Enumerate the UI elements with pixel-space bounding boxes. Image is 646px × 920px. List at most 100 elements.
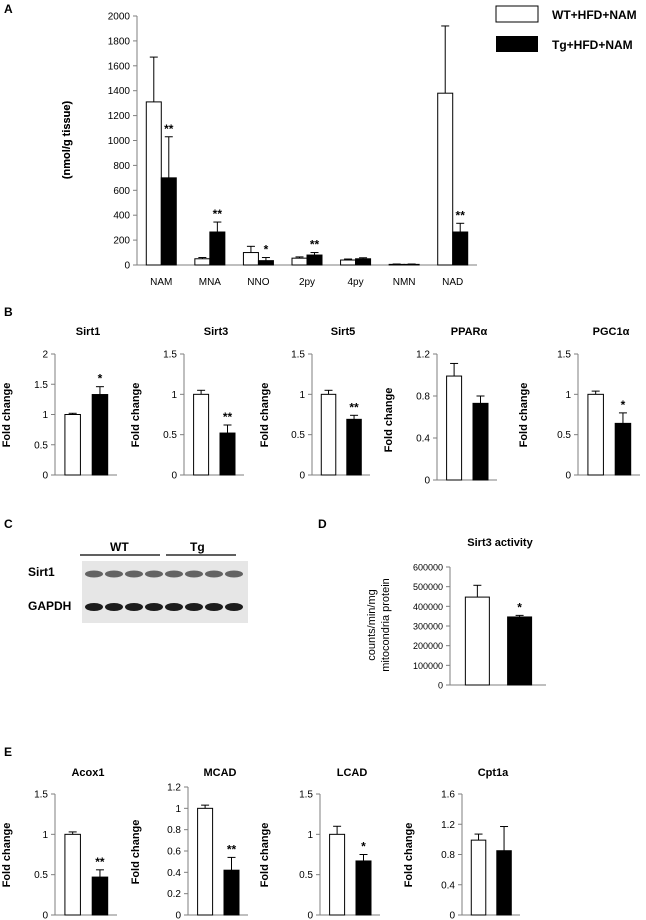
bar-tg [91,394,109,476]
significance-marker: ** [164,122,174,136]
bar-tg [355,258,372,266]
bar-tg [160,177,177,266]
blot-band-sirt1 [205,570,223,578]
y-tick-label: 0.5 [291,430,305,441]
y-axis-label: Fold change [259,823,271,888]
y-tick-label: 0 [124,261,130,272]
y-tick-label: 0.8 [441,850,455,861]
y-tick-label: 2 [42,350,48,361]
significance-marker: ** [227,842,237,856]
y-tick-label: 400 [113,211,130,222]
y-tick-label: 1 [42,410,48,421]
y-axis-label: Fold change [1,383,13,448]
y-tick-label: 1.2 [441,820,455,831]
panel-letter-e: E [4,745,12,759]
blot-band-gapdh [125,603,143,611]
bar-tg [452,231,469,266]
chart-title: Sirt1 [76,326,100,338]
bar-tg [306,254,323,266]
y-tick-label: 0 [42,471,48,482]
y-tick-label: 0 [171,471,177,482]
western-blot-image: WT Tg [80,540,248,623]
y-tick-label: 0.5 [299,870,313,881]
chart-b1: 0 0.5 1 1.5 2 Sirt1 Fold change * [1,326,117,482]
chart-title: PGC1α [593,326,630,338]
y-tick-label: 0 [42,911,48,920]
y-tick-label: 800 [113,161,130,172]
blot-group-label-tg: Tg [190,540,205,554]
chart-title: PPARα [451,326,488,338]
chart-e1: 0 0.5 1 1.5 Acox1 Fold change ** [1,767,117,920]
significance-marker: ** [456,208,466,222]
chart-e2: 0 0.2 0.4 0.6 0.8 1 1.2 MCAD Fold change ** [130,767,248,920]
bar-tg [257,260,274,266]
chart-b5: 0 0.5 1 1.5 PGC1α Fold change * [518,326,640,482]
y-axis-label-line2: mitocondria protein [380,578,392,672]
bar-tg [223,869,240,916]
blot-row-label-sirt1: Sirt1 [28,565,55,579]
bar-wt [470,839,487,916]
bar-tg [614,422,632,476]
panel-letter-b: B [4,305,13,319]
y-tick-label: 0.5 [34,440,48,451]
y-tick-label: 1.6 [441,790,455,801]
y-tick-label: 0.6 [167,847,181,858]
chart-e4: 0 0.4 0.8 1.2 1.6 Cpt1a Fold change [403,767,520,920]
y-tick-label: 0.8 [416,392,430,403]
y-tick-label: 1 [42,830,48,841]
x-tick-label: 4py [348,277,364,288]
y-tick-label: 500000 [413,582,443,592]
y-tick-label: 0 [438,681,443,691]
significance-marker: * [264,243,269,257]
y-tick-label: 0.4 [441,880,455,891]
bar-tg [91,876,109,916]
x-tick-label: NMN [393,277,416,288]
y-tick-label: 1.5 [557,350,571,361]
y-tick-label: 0.2 [167,889,181,900]
y-tick-label: 1 [299,390,305,401]
y-tick-label: 1.2 [416,350,430,361]
y-tick-label: 600000 [413,563,443,573]
blot-band-gapdh [185,603,203,611]
chart-title: Sirt3 [204,326,228,338]
y-tick-label: 0 [424,476,430,487]
legend-swatch-wt [495,5,539,23]
blot-band-sirt1 [85,570,103,578]
significance-marker: ** [310,238,320,252]
y-tick-label: 1400 [108,86,131,97]
blot-group-label-wt: WT [110,540,129,554]
bar-wt [437,92,454,266]
y-tick-label: 1800 [108,36,131,47]
y-tick-label: 0.4 [167,868,181,879]
y-axis-label: Fold change [518,383,530,448]
y-tick-label: 200 [113,236,130,247]
blot-band-gapdh [165,603,183,611]
y-tick-label: 1.2 [167,783,181,794]
y-axis-label: Fold change [383,388,395,453]
significance-marker: ** [349,400,359,414]
blot-band-gapdh [105,603,123,611]
y-tick-label: 0 [565,471,571,482]
chart-b4: 0 0.4 0.8 1.2 PPARα Fold change [383,326,497,487]
x-tick-label: NAM [150,277,172,288]
bar-tg [355,860,372,916]
y-axis-label: Fold change [130,820,142,885]
blot-band-sirt1 [185,570,203,578]
bar-tg [219,432,236,476]
blot-band-gapdh [85,603,103,611]
y-tick-label: 1 [565,390,571,401]
y-tick-label: 0 [175,911,181,920]
blot-band-sirt1 [125,570,143,578]
y-tick-label: 0.8 [167,825,181,836]
blot-bands [85,570,243,611]
chart-b2: 0 0.5 1 1.5 Sirt3 Fold change ** [130,326,244,482]
chart-title: LCAD [337,767,368,779]
y-tick-label: 1.5 [34,380,48,391]
y-tick-label: 0 [449,911,455,920]
blot-band-gapdh [205,603,223,611]
significance-marker: * [98,372,103,386]
y-tick-label: 0.5 [34,870,48,881]
x-tick-label: NNO [247,277,269,288]
significance-marker: ** [223,410,233,424]
